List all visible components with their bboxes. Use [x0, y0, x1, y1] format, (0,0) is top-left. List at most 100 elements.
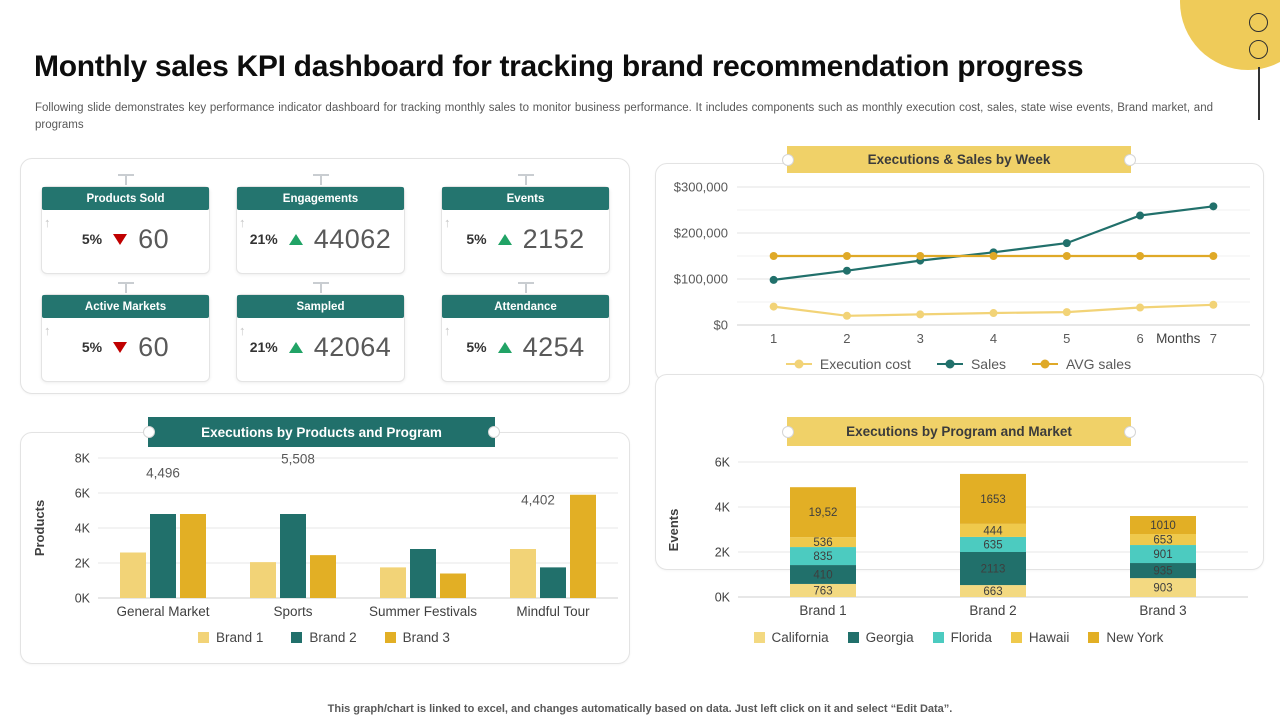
arrow-up-icon: ↑ [444, 215, 451, 230]
kpi-percent: 5% [466, 231, 487, 247]
svg-text:$100,000: $100,000 [674, 272, 728, 287]
svg-text:General Market: General Market [116, 604, 209, 619]
line-chart-title: Executions & Sales by Week [867, 152, 1051, 167]
svg-text:Sports: Sports [273, 604, 312, 619]
banner-dot-icon [488, 426, 500, 438]
legend-item: Georgia [847, 630, 914, 645]
legend-label: AVG sales [1065, 356, 1132, 372]
svg-text:6K: 6K [715, 456, 731, 470]
arrow-up-icon: ↑ [444, 323, 451, 338]
svg-text:8K: 8K [75, 452, 91, 466]
banner-dot-icon [143, 426, 155, 438]
legend-item: Brand 2 [291, 630, 357, 645]
legend-swatch-icon [847, 632, 859, 643]
corner-decoration [1180, 0, 1280, 70]
stacked-chart[interactable]: 0K 2K 4K 6K Events Brand 1 Brand 2 Brand 3 763 66… [660, 450, 1260, 620]
kpi-card-title: Engagements [237, 187, 404, 210]
svg-text:7: 7 [1210, 331, 1217, 346]
banner-dot-icon [782, 425, 794, 438]
stacked-chart-title: Executions by Program and Market [846, 424, 1072, 439]
connector-icon [517, 174, 534, 187]
svg-text:901: 901 [1153, 549, 1172, 561]
kpi-value: 2152 [522, 223, 585, 254]
svg-text:2K: 2K [75, 557, 91, 571]
bar-chart-legend: Brand 1 Brand 2 Brand 3 [20, 630, 628, 645]
trend-icon [497, 341, 512, 353]
svg-text:Mindful Tour: Mindful Tour [516, 604, 590, 619]
legend-label: Brand 2 [309, 630, 357, 645]
svg-text:0K: 0K [715, 591, 731, 605]
legend-line-icon [785, 359, 812, 369]
svg-text:Summer Festivals: Summer Festivals [369, 604, 477, 619]
legend-label: Sales [970, 356, 1006, 372]
svg-text:1: 1 [770, 331, 777, 346]
legend-swatch-icon [932, 632, 944, 643]
line-chart[interactable]: $0 $100,000 $200,000 $300,000 1 2 3 4 5 6 7 Months [660, 180, 1256, 352]
svg-text:Events: Events [666, 509, 681, 552]
svg-text:2: 2 [843, 331, 850, 346]
legend-label: Georgia [865, 630, 914, 645]
legend-swatch-icon [1088, 632, 1100, 643]
connector-icon [312, 174, 329, 187]
legend-item: Florida [932, 630, 992, 645]
stacked-chart-banner: Executions by Program and Market [782, 417, 1136, 446]
kpi-card-title: Events [442, 187, 609, 210]
svg-text:5: 5 [1063, 331, 1070, 346]
svg-text:6K: 6K [75, 487, 91, 501]
kpi-value: 42064 [313, 331, 392, 362]
svg-text:4,402: 4,402 [521, 492, 555, 507]
kpi-value: 4254 [522, 331, 585, 362]
svg-text:Brand 1: Brand 1 [799, 603, 846, 618]
legend-label: Brand 1 [216, 630, 264, 645]
svg-text:635: 635 [983, 539, 1002, 551]
legend-item: Brand 1 [198, 630, 263, 645]
arrow-up-icon: ↑ [239, 323, 246, 338]
legend-item: Brand 3 [384, 630, 450, 645]
legend-swatch-icon [384, 632, 396, 643]
trend-icon [288, 341, 303, 353]
svg-text:444: 444 [983, 525, 1003, 537]
svg-text:4,496: 4,496 [146, 465, 180, 480]
svg-text:835: 835 [813, 551, 832, 563]
legend-item: AVG sales [1031, 356, 1132, 372]
svg-text:903: 903 [1153, 583, 1172, 595]
connector-icon [117, 174, 134, 187]
arrow-up-icon: ↑ [44, 323, 51, 338]
kpi-panel: ↑ Products Sold 5% 60 ↑ Engagements 21% … [20, 158, 630, 394]
kpi-card-title: Products Sold [42, 187, 209, 210]
page-subtitle: Following slide demonstrates key perform… [35, 101, 1213, 132]
kpi-percent: 5% [466, 339, 487, 355]
kpi-percent: 5% [81, 339, 103, 355]
legend-swatch-icon [291, 632, 303, 643]
svg-text:5,508: 5,508 [281, 451, 315, 466]
svg-text:4K: 4K [715, 501, 731, 515]
svg-text:0K: 0K [75, 592, 91, 606]
legend-line-icon [1031, 359, 1058, 369]
svg-text:2K: 2K [715, 546, 731, 560]
svg-text:1010: 1010 [1150, 520, 1176, 532]
svg-text:4K: 4K [75, 522, 91, 536]
legend-item: Execution cost [785, 356, 911, 372]
connector-icon [117, 282, 134, 295]
kpi-percent: 21% [249, 231, 278, 247]
kpi-value: 60 [138, 331, 170, 362]
legend-label: New York [1106, 630, 1164, 645]
kpi-card-events: ↑ Events 5% 2152 [441, 174, 610, 274]
arrow-up-icon: ↑ [239, 215, 246, 230]
kpi-value: 60 [138, 223, 170, 254]
banner-dot-icon [1124, 425, 1136, 438]
connector-icon [517, 282, 534, 295]
page-title: Monthly sales KPI dashboard for tracking… [34, 50, 1084, 84]
kpi-card-active-markets: ↑ Active Markets 5% 60 [41, 282, 210, 382]
line-chart-panel [655, 163, 1264, 382]
legend-label: Execution cost [819, 356, 911, 372]
bar-chart-panel [20, 432, 630, 664]
svg-text:Months: Months [1156, 331, 1201, 346]
line-chart-banner: Executions & Sales by Week [782, 146, 1136, 173]
kpi-card-title: Attendance [442, 295, 609, 318]
legend-label: Hawaii [1028, 630, 1070, 645]
bar-chart[interactable]: 0K 2K 4K 6K 8K Products General Market Sports Su… [28, 450, 624, 620]
trend-icon [288, 233, 303, 245]
svg-text:410: 410 [813, 570, 832, 582]
svg-text:536: 536 [813, 537, 832, 549]
